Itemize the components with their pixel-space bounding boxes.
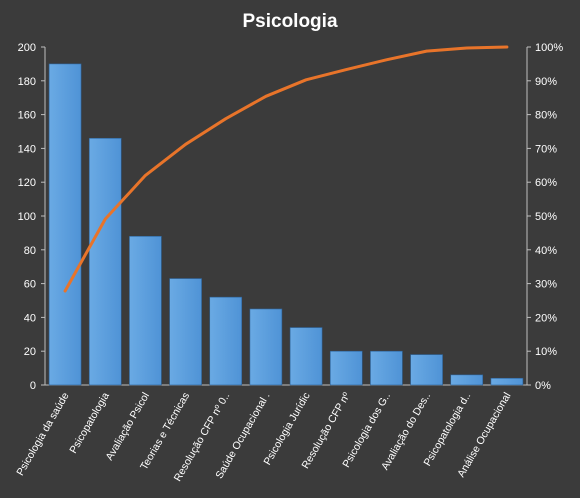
category-label: Psicopatologia xyxy=(67,390,112,455)
bar xyxy=(88,137,122,386)
category-label: Psicologia da saúde xyxy=(14,390,71,478)
bar xyxy=(289,327,323,386)
line-point xyxy=(385,58,388,62)
right-tick-label: 30% xyxy=(535,279,557,291)
left-tick-label: 180 xyxy=(18,76,36,88)
category-label: Avaliação Psicol xyxy=(103,391,152,463)
right-tick-label: 90% xyxy=(535,76,557,88)
left-tick-label: 160 xyxy=(18,110,36,122)
bar xyxy=(249,308,283,386)
bar xyxy=(490,377,524,386)
line-point xyxy=(104,217,107,221)
cumulative-line xyxy=(63,45,509,293)
line-point xyxy=(505,45,509,49)
left-tick-label: 200 xyxy=(18,42,36,54)
left-tick-label: 80 xyxy=(24,245,36,257)
line-point xyxy=(144,174,147,177)
left-tick-label: 120 xyxy=(18,177,36,189)
tick-labels: 0 20 40 60 80 100 120 140 160 180 200 0% 10% 20% 30% 40… xyxy=(18,42,564,392)
line-point xyxy=(345,68,348,71)
line-point xyxy=(465,46,468,50)
left-tick-label: 20 xyxy=(24,346,36,358)
bar xyxy=(370,350,403,386)
left-tick-label: 100 xyxy=(18,211,36,223)
line-point xyxy=(425,49,428,53)
bar xyxy=(410,354,443,386)
left-tick-label: 40 xyxy=(24,312,36,324)
right-tick-label: 40% xyxy=(535,245,557,257)
right-tick-label: 70% xyxy=(535,143,557,155)
cumulative-line-series xyxy=(63,45,509,293)
left-tick-label: 140 xyxy=(18,143,36,155)
bar xyxy=(329,350,363,386)
left-tick-label: 60 xyxy=(24,279,36,291)
line-point xyxy=(63,289,67,293)
category-labels: Psicologia da saúdePsicopatologiaAvaliaç… xyxy=(14,390,513,483)
right-tick-label: 100% xyxy=(535,42,563,54)
bar xyxy=(129,235,162,386)
chart-title: Psicologia xyxy=(242,11,337,32)
right-tick-label: 20% xyxy=(535,312,557,324)
line-point xyxy=(184,143,187,146)
bar xyxy=(169,278,202,386)
left-tick-label: 0 xyxy=(30,380,36,392)
line-point xyxy=(304,78,308,81)
bar-series xyxy=(48,63,524,386)
right-tick-label: 0% xyxy=(535,380,551,392)
axes xyxy=(41,46,531,386)
line-point xyxy=(264,95,268,98)
bar xyxy=(209,296,243,386)
right-tick-label: 60% xyxy=(535,177,557,189)
right-tick-label: 50% xyxy=(535,211,557,223)
right-tick-label: 10% xyxy=(535,346,557,358)
bar xyxy=(48,63,82,386)
right-tick-label: 80% xyxy=(535,110,557,122)
bar xyxy=(450,374,484,386)
line-point xyxy=(224,117,227,120)
